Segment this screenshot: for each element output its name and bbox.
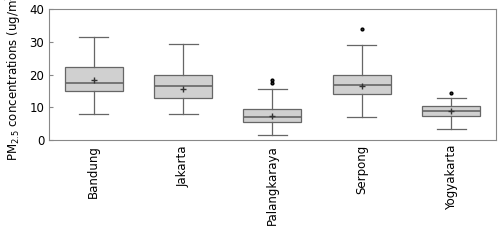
- PathPatch shape: [422, 106, 480, 116]
- PathPatch shape: [154, 75, 212, 98]
- Y-axis label: PM$_{2.5}$ concentrations (ug/m$^3$): PM$_{2.5}$ concentrations (ug/m$^3$): [4, 0, 24, 161]
- PathPatch shape: [333, 75, 391, 94]
- PathPatch shape: [244, 109, 302, 122]
- PathPatch shape: [64, 66, 123, 91]
